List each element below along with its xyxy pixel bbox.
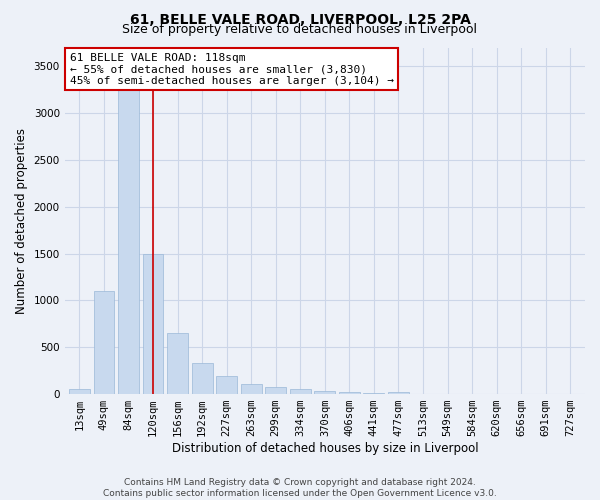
Y-axis label: Number of detached properties: Number of detached properties: [15, 128, 28, 314]
Text: 61, BELLE VALE ROAD, LIVERPOOL, L25 2PA: 61, BELLE VALE ROAD, LIVERPOOL, L25 2PA: [130, 12, 470, 26]
Bar: [143, 254, 163, 394]
X-axis label: Distribution of detached houses by size in Liverpool: Distribution of detached houses by size …: [172, 442, 478, 455]
Bar: [69, 389, 90, 394]
Bar: [339, 392, 360, 394]
Bar: [388, 392, 409, 394]
Bar: [216, 376, 237, 394]
Text: Size of property relative to detached houses in Liverpool: Size of property relative to detached ho…: [122, 22, 478, 36]
Bar: [118, 36, 139, 394]
Bar: [191, 363, 212, 394]
Bar: [241, 384, 262, 394]
Bar: [94, 291, 115, 394]
Text: Contains HM Land Registry data © Crown copyright and database right 2024.
Contai: Contains HM Land Registry data © Crown c…: [103, 478, 497, 498]
Bar: [167, 333, 188, 394]
Bar: [290, 390, 311, 394]
Bar: [364, 392, 385, 394]
Bar: [265, 386, 286, 394]
Text: 61 BELLE VALE ROAD: 118sqm
← 55% of detached houses are smaller (3,830)
45% of s: 61 BELLE VALE ROAD: 118sqm ← 55% of deta…: [70, 52, 394, 86]
Bar: [314, 392, 335, 394]
